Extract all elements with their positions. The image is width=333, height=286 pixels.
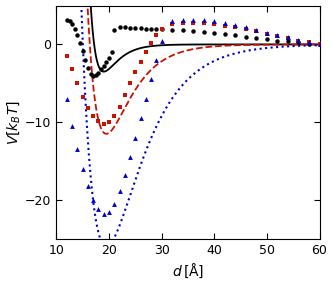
X-axis label: $d\,[\rm\AA]$: $d\,[\rm\AA]$ — [172, 262, 204, 281]
Y-axis label: $V[k_B T]$: $V[k_B T]$ — [6, 100, 22, 144]
